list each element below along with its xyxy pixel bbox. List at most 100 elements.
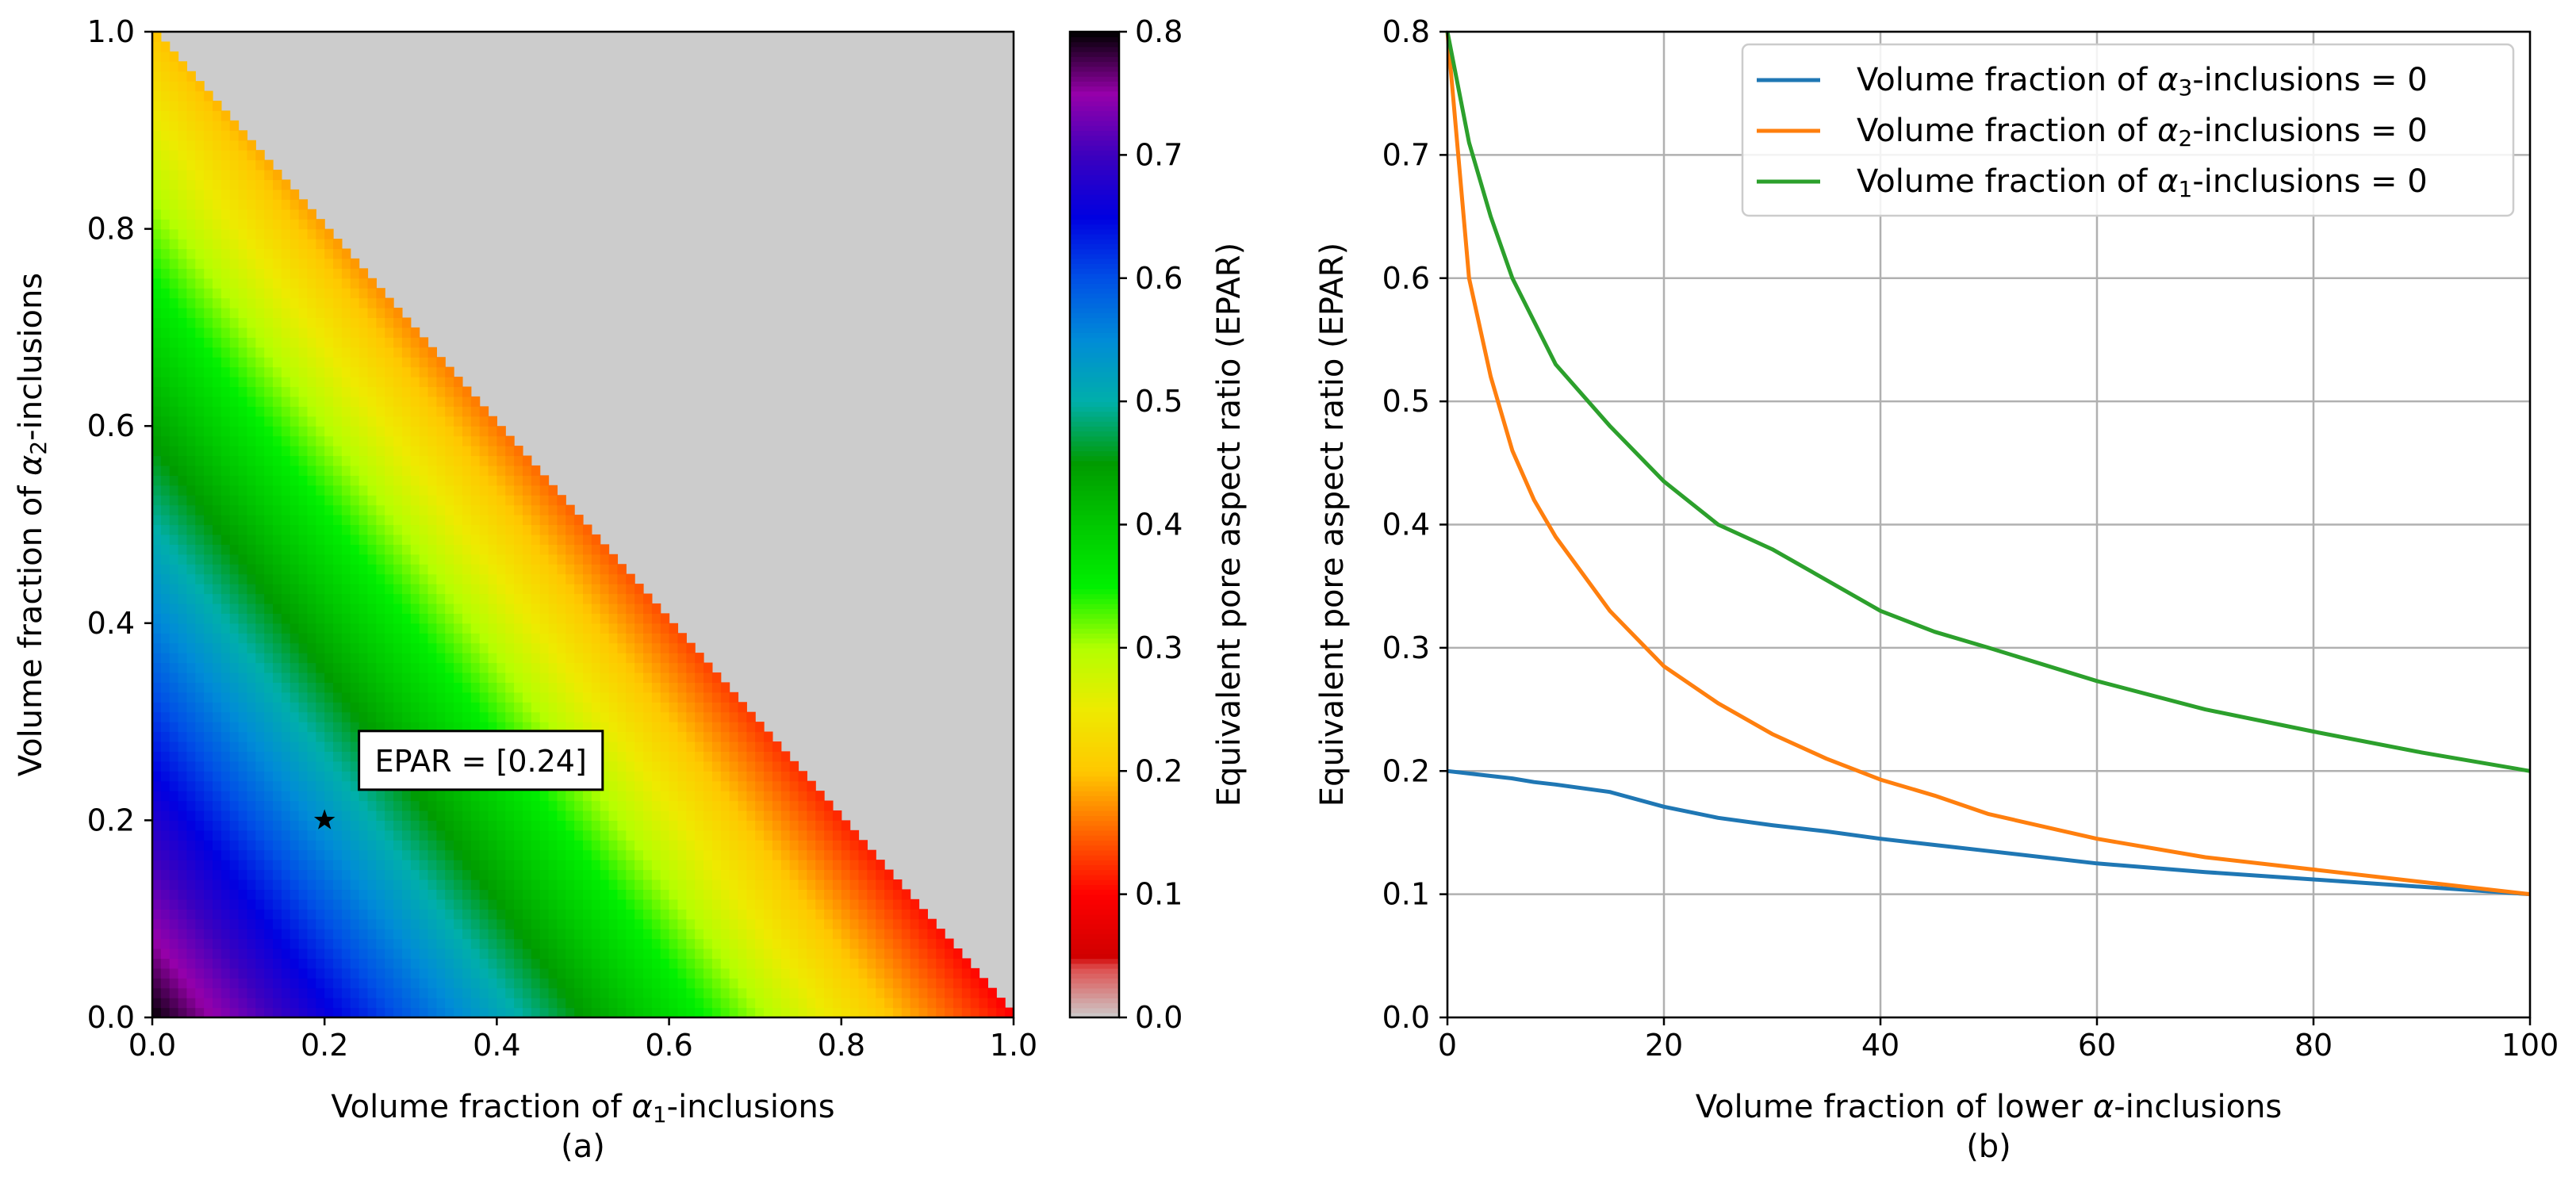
heatmap-cell — [264, 909, 274, 920]
heatmap-cell — [316, 771, 325, 782]
heatmap-cell — [229, 228, 240, 239]
heatmap-cell — [160, 800, 171, 811]
heatmap-cell — [565, 987, 575, 998]
heatmap-cell — [238, 810, 248, 821]
heatmap-cell — [876, 958, 885, 969]
heatmap-cell — [643, 958, 653, 969]
heatmap-cell — [289, 869, 300, 880]
heatmap-cell — [505, 800, 515, 811]
heatmap-cell — [401, 475, 412, 486]
heatmap-cell — [367, 504, 377, 515]
heatmap-cell — [385, 958, 394, 969]
heatmap-cell — [600, 751, 610, 762]
heatmap-cell — [583, 534, 592, 545]
heatmap-cell — [298, 653, 309, 664]
heatmap-cell — [160, 485, 171, 496]
heatmap-cell — [557, 967, 566, 979]
heatmap-cell — [738, 791, 747, 802]
heatmap-cell — [195, 209, 205, 220]
heatmap-cell — [548, 898, 558, 910]
heatmap-cell — [195, 760, 205, 772]
heatmap-cell — [178, 357, 188, 368]
heatmap-cell — [281, 879, 291, 891]
heatmap-cell — [307, 504, 316, 515]
heatmap-cell — [160, 219, 171, 230]
heatmap-cell — [876, 918, 885, 929]
heatmap-cell — [281, 485, 291, 496]
heatmap-cell — [720, 760, 730, 772]
heatmap-cell — [195, 820, 205, 831]
heatmap-cell — [186, 1007, 196, 1018]
heatmap-cell — [608, 662, 619, 673]
heatmap-cell — [600, 613, 610, 624]
heatmap-cell — [643, 967, 653, 979]
heatmap-cell — [867, 938, 876, 949]
heatmap-cell — [677, 898, 687, 910]
heatmap-cell — [229, 268, 240, 279]
heatmap-cell — [264, 435, 274, 446]
heatmap-cell — [539, 810, 550, 821]
heatmap-cell — [281, 278, 291, 289]
heatmap-cell — [539, 534, 550, 545]
heatmap-cell — [574, 810, 584, 821]
heatmap-cell — [574, 653, 584, 664]
heatmap-cell — [229, 278, 240, 289]
heatmap-cell — [247, 682, 256, 693]
heatmap-cell — [600, 840, 610, 851]
heatmap-cell — [608, 751, 619, 762]
heatmap-cell — [264, 495, 274, 506]
heatmap-cell — [686, 771, 696, 782]
heatmap-cell — [152, 32, 162, 43]
heatmap-cell — [255, 860, 265, 871]
heatmap-cell — [281, 219, 291, 230]
heatmap-cell — [281, 791, 291, 802]
heatmap-cell — [462, 504, 472, 515]
heatmap-cell — [772, 938, 782, 949]
heatmap-cell — [213, 760, 222, 772]
heatmap-cell — [238, 199, 248, 210]
heatmap-cell — [307, 860, 316, 871]
heatmap-cell — [264, 938, 274, 949]
heatmap-cell — [255, 918, 265, 929]
heatmap-cell — [298, 702, 309, 713]
heatmap-cell — [608, 702, 619, 713]
heatmap-cell — [539, 998, 550, 1009]
heatmap-cell — [350, 998, 360, 1009]
heatmap-cell — [160, 967, 171, 979]
heatmap-cell — [410, 613, 420, 624]
heatmap-cell — [539, 515, 550, 526]
heatmap-cell — [229, 504, 240, 515]
heatmap-cell — [333, 751, 343, 762]
heatmap-cell — [264, 357, 274, 368]
heatmap-cell — [505, 584, 515, 595]
heatmap-cell — [419, 584, 429, 595]
heatmap-cell — [333, 613, 343, 624]
heatmap-cell — [273, 337, 282, 348]
heatmap-cell — [711, 879, 722, 891]
heatmap-cell — [764, 938, 773, 949]
heatmap-cell — [531, 918, 541, 929]
heatmap-cell — [454, 692, 463, 703]
heatmap-cell — [367, 711, 377, 722]
heatmap-cell — [832, 909, 842, 920]
heatmap-cell — [419, 998, 429, 1009]
heatmap-cell — [686, 938, 696, 949]
heatmap-cell — [436, 869, 446, 880]
heatmap-cell — [807, 791, 816, 802]
heatmap-cell — [213, 258, 222, 269]
heatmap-cell — [470, 860, 481, 871]
heatmap-cell — [910, 967, 920, 979]
heatmap-cell — [764, 731, 773, 742]
heatmap-cell — [220, 544, 231, 555]
heatmap-cell — [479, 849, 489, 860]
heatmap-cell — [298, 692, 309, 703]
heatmap-cell — [669, 829, 679, 841]
heatmap-cell — [755, 929, 765, 940]
heatmap-cell — [626, 662, 635, 673]
heatmap-cell — [419, 357, 429, 368]
heatmap-cell — [617, 918, 627, 929]
heatmap-cell — [350, 435, 360, 446]
heatmap-cell — [591, 573, 601, 584]
heatmap-cell — [316, 898, 325, 910]
heatmap-cell — [152, 268, 162, 279]
